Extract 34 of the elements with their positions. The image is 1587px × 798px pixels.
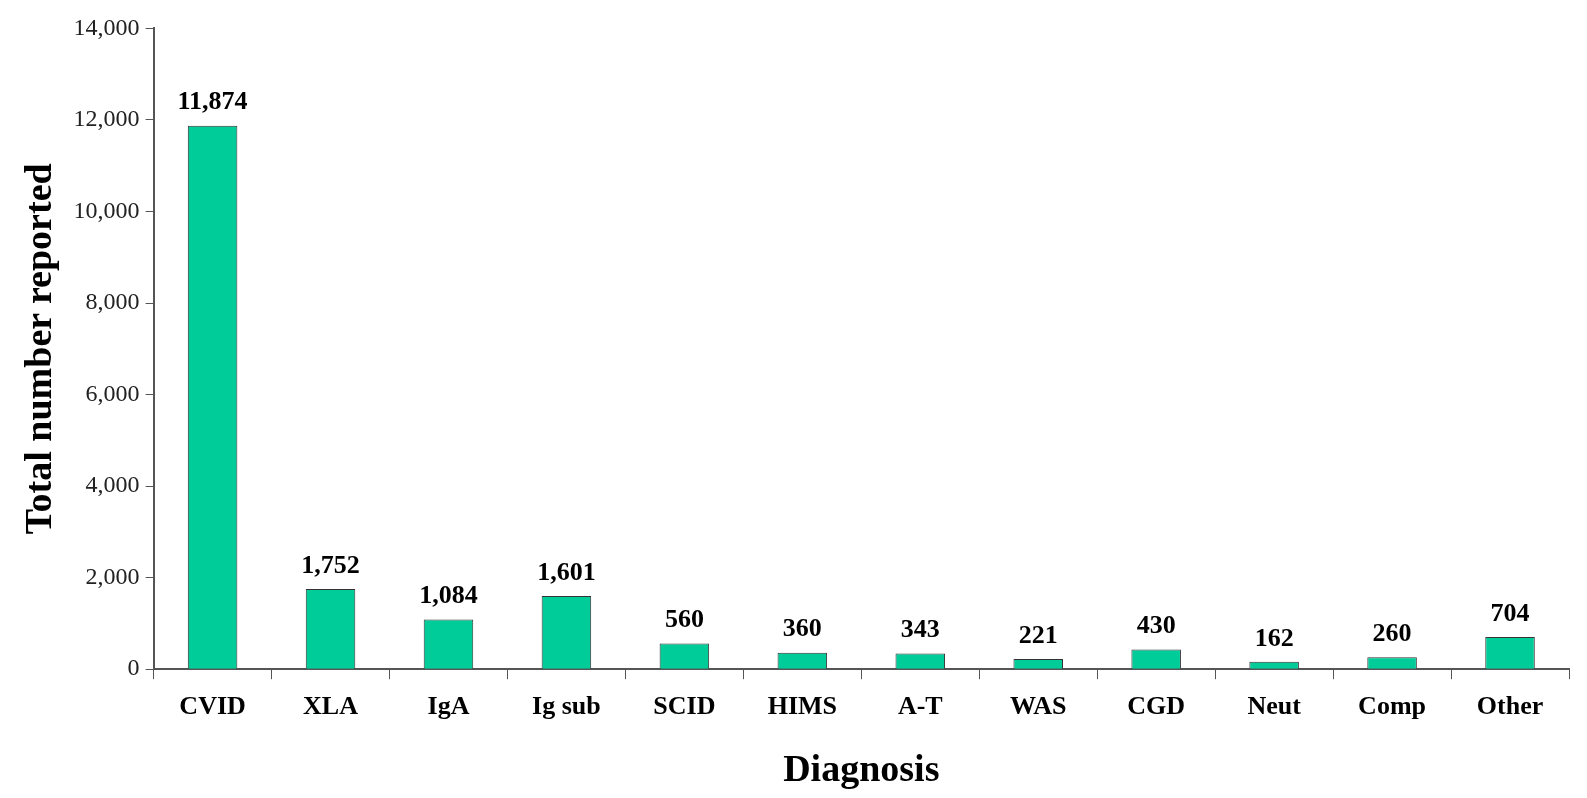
y-tick-label: 10,000: [73, 196, 140, 223]
x-tick-label: XLA: [303, 690, 359, 720]
data-label: 221: [1018, 619, 1058, 649]
x-tick-label: Ig sub: [532, 690, 601, 720]
data-label: 1,752: [301, 549, 360, 579]
x-axis-title: Diagnosis: [783, 747, 940, 790]
x-tick-label: IgA: [427, 690, 470, 720]
data-label: 360: [782, 613, 822, 643]
data-label: 11,874: [177, 86, 248, 116]
y-tick-label: 2,000: [85, 562, 140, 589]
x-tick-label: Other: [1476, 690, 1544, 720]
x-tick-label: HIMS: [767, 690, 837, 720]
x-tick-label: CVID: [179, 690, 246, 720]
y-axis-title: Total number reported: [16, 163, 59, 535]
data-label: 162: [1254, 622, 1294, 652]
y-tick-label: 12,000: [73, 105, 140, 132]
x-tick-label: WAS: [1010, 690, 1067, 720]
data-label: 1,601: [537, 556, 596, 586]
data-label: 560: [664, 604, 704, 634]
x-tick-label: CGD: [1127, 690, 1186, 720]
data-label: 1,084: [419, 580, 478, 610]
data-label: 343: [900, 614, 940, 644]
x-tick-label: Neut: [1247, 690, 1302, 720]
x-tick-label: A-T: [897, 690, 943, 720]
x-tick-label: SCID: [653, 690, 716, 720]
y-tick-label: 14,000: [73, 13, 140, 40]
y-tick-label: 6,000: [85, 379, 140, 406]
x-tick-label: Comp: [1358, 690, 1427, 720]
data-label: 430: [1136, 610, 1176, 640]
y-tick-label: 4,000: [85, 471, 140, 498]
y-tick-label: 8,000: [85, 288, 140, 315]
data-label: 704: [1490, 597, 1530, 627]
y-tick-label: 0: [127, 654, 140, 681]
data-label: 260: [1372, 618, 1412, 648]
